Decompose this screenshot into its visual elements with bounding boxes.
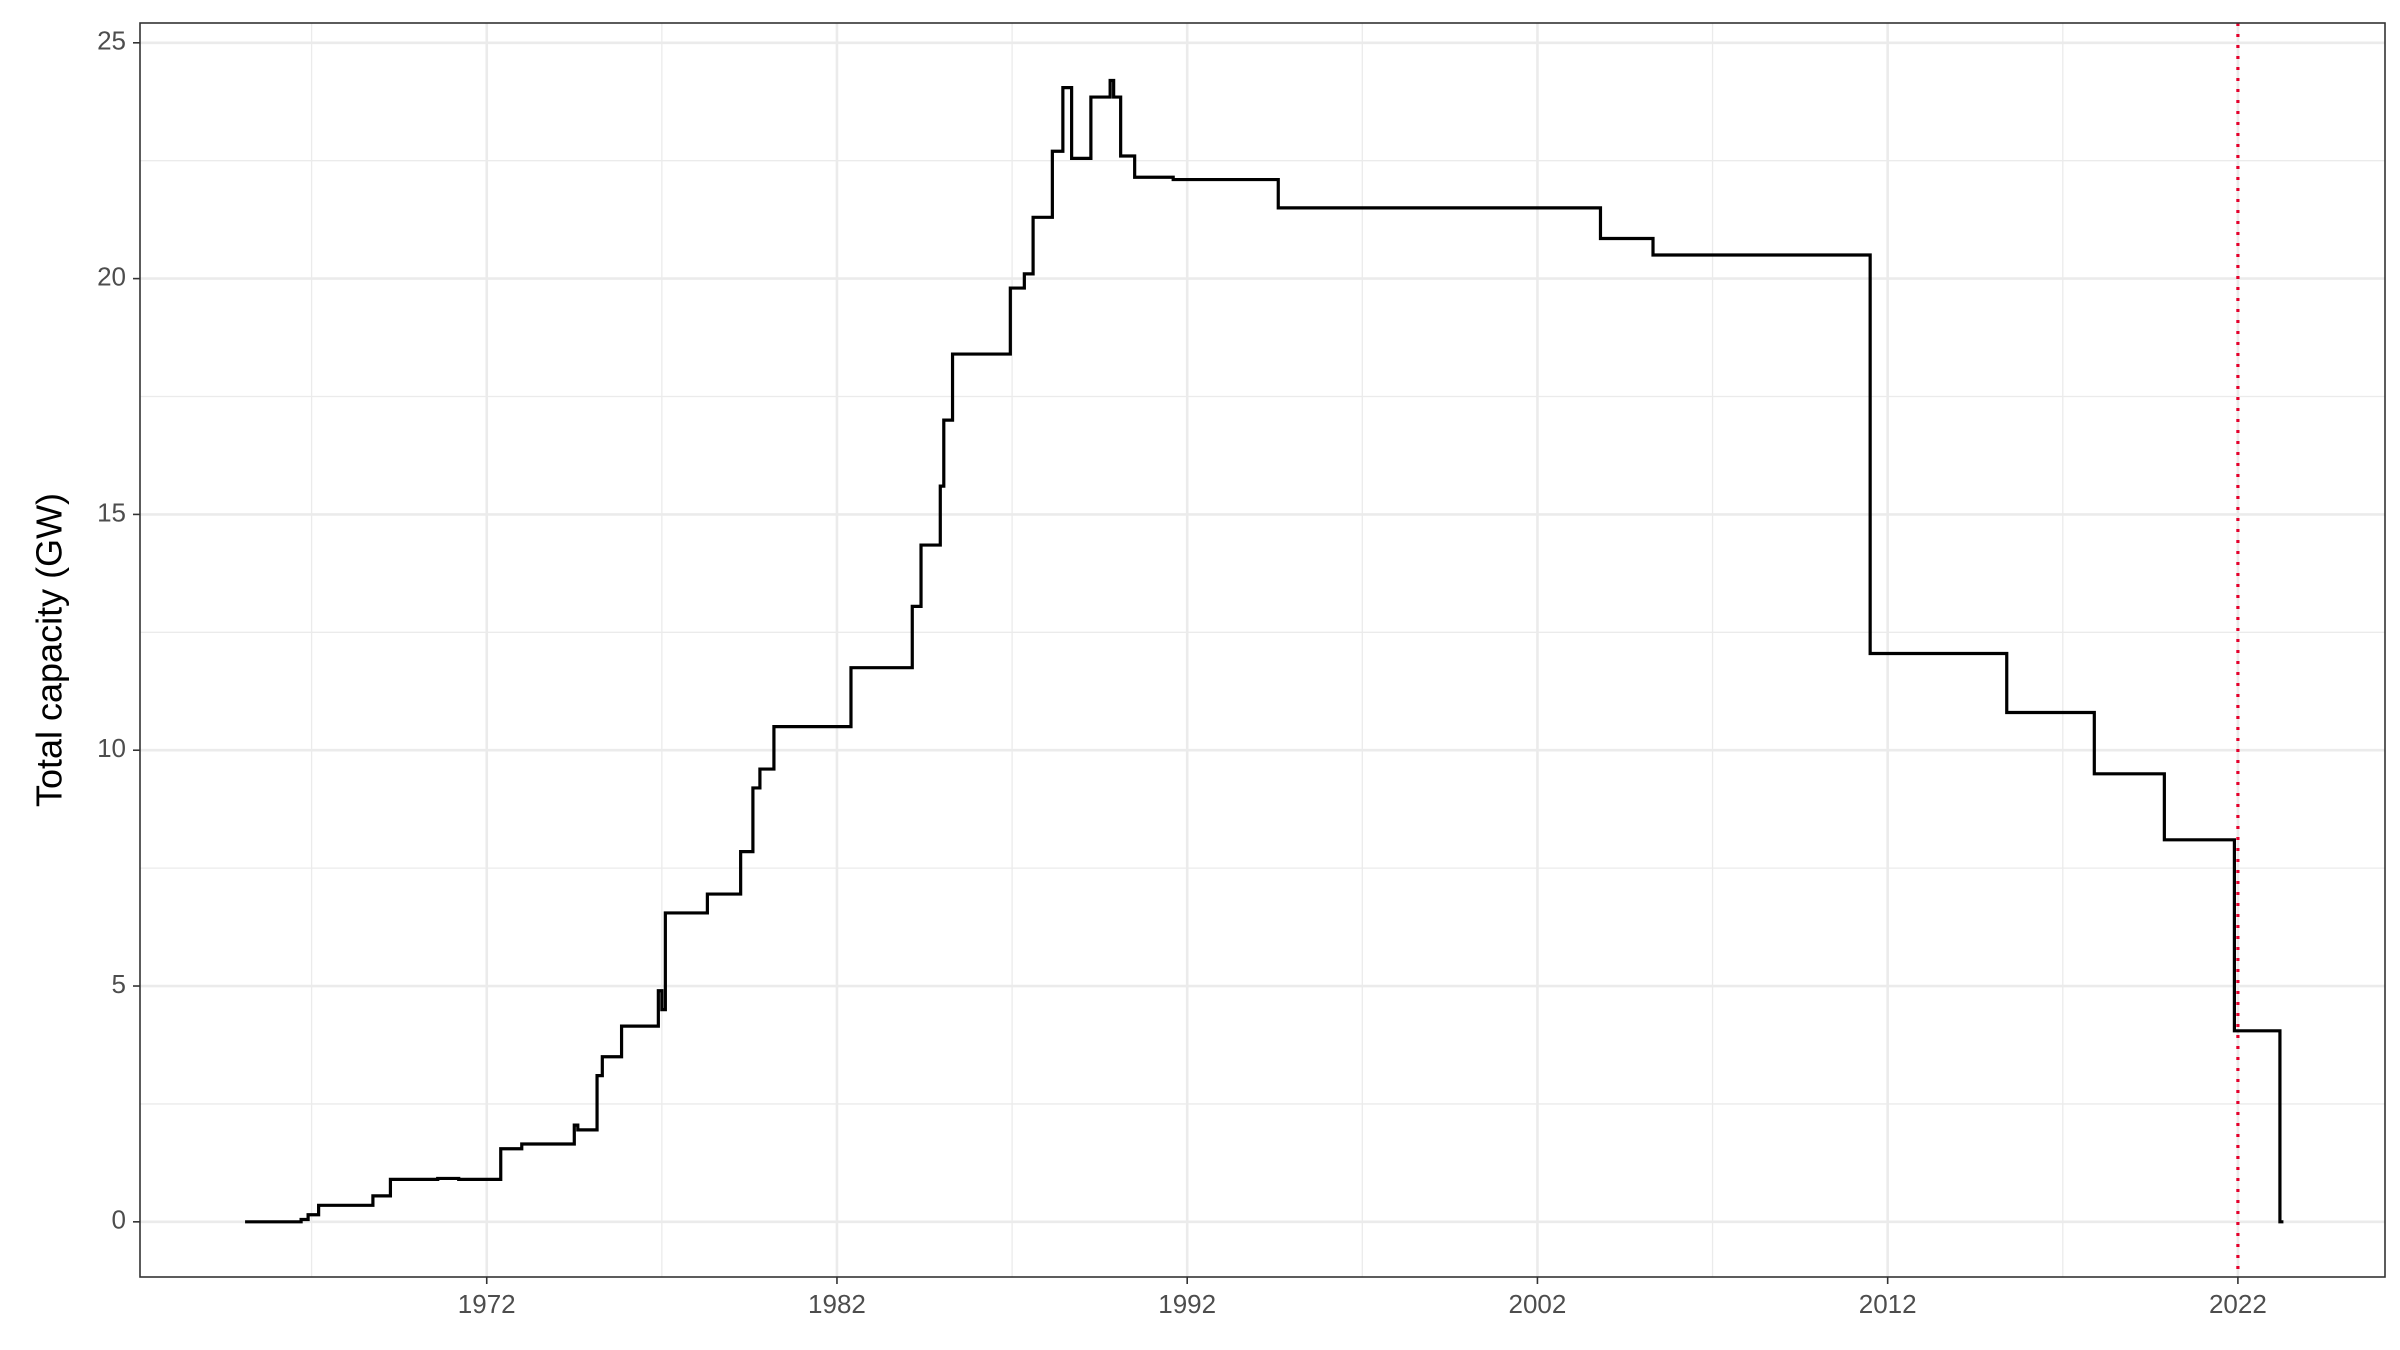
x-tick-label: 2002 [1509, 1289, 1567, 1319]
y-axis-label: Total capacity (GW) [29, 493, 70, 807]
y-tick-label: 15 [97, 497, 126, 527]
panel-border [139, 22, 2386, 1278]
x-tick-label: 1982 [808, 1289, 866, 1319]
y-tick-label: 5 [112, 969, 126, 999]
x-tick-label: 1972 [458, 1289, 516, 1319]
y-tick-label: 20 [97, 261, 126, 291]
capacity-line [245, 78, 2284, 1224]
x-tick-label: 2012 [1859, 1289, 1917, 1319]
x-tick-label: 1992 [1158, 1289, 1216, 1319]
y-tick-label: 10 [97, 733, 126, 763]
x-tick-label: 2022 [2209, 1289, 2267, 1319]
y-tick-label: 25 [97, 26, 126, 56]
y-tick-label: 0 [112, 1205, 126, 1235]
